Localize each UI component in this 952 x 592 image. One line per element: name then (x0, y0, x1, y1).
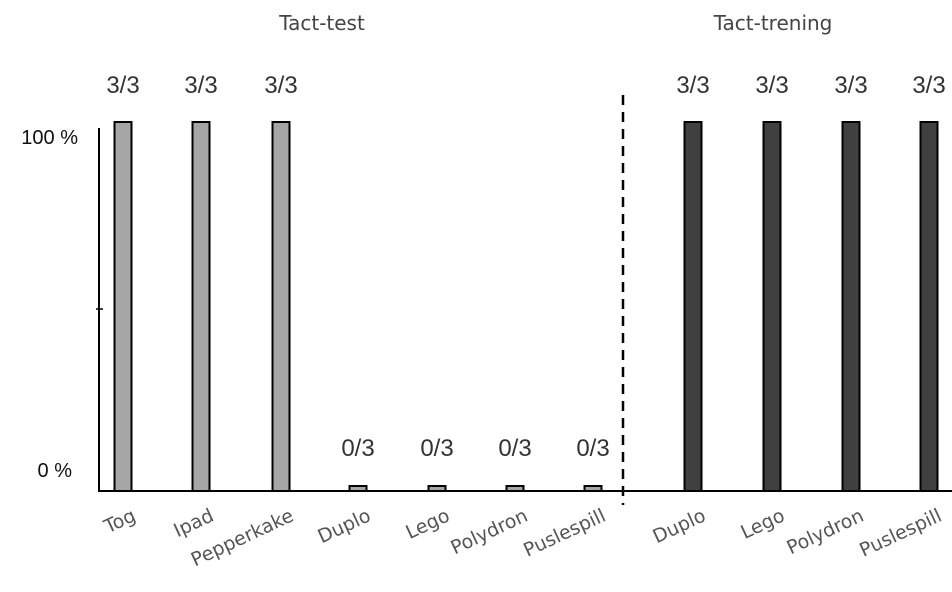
data-label-2: 3/3 (264, 72, 297, 99)
bar-polydron-9 (841, 121, 861, 492)
bar-polydron-5 (505, 485, 525, 492)
bar-duplo-3 (348, 485, 368, 492)
x-tick-label-tog-0: Tog (100, 505, 139, 539)
x-tick-label-polydron-5: Polydron (447, 505, 531, 560)
bar-lego-4 (427, 485, 447, 492)
x-tick-label-lego-8: Lego (737, 505, 788, 544)
data-label-4: 0/3 (420, 435, 453, 462)
bar-puslespill-6 (583, 485, 603, 492)
x-tick-label-duplo-7: Duplo (649, 505, 709, 548)
x-tick-label-lego-4: Lego (402, 505, 453, 544)
x-tick-label-polydron-9: Polydron (783, 505, 867, 560)
section-title-tact-trening: Tact-trening (713, 11, 833, 35)
data-label-3: 0/3 (341, 435, 374, 462)
bar-duplo-7 (683, 121, 703, 492)
data-label-7: 3/3 (676, 72, 709, 99)
data-label-10: 3/3 (912, 72, 945, 99)
bars-group (113, 121, 939, 492)
data-label-8: 3/3 (755, 72, 788, 99)
data-label-6: 0/3 (576, 435, 609, 462)
data-label-9: 3/3 (834, 72, 867, 99)
x-tick-label-ipad-1: Ipad (170, 505, 217, 542)
section-title-tact-test: Tact-test (278, 11, 365, 35)
data-labels-group: 3/3 3/3 3/3 0/3 0/3 0/3 0/3 3/3 3/3 3/3 3/3 (106, 72, 945, 462)
bar-tog-0 (113, 121, 133, 492)
x-tick-label-puslespill-10: Puslespill (856, 505, 945, 562)
x-tick-label-puslespill-6: Puslespill (520, 505, 609, 562)
y-tick-label-100: 100 % (21, 127, 78, 149)
bar-lego-8 (762, 121, 782, 492)
data-label-0: 3/3 (106, 72, 139, 99)
y-tick-label-0: 0 % (38, 460, 73, 482)
bar-pepperkake-2 (271, 121, 291, 492)
data-label-1: 3/3 (184, 72, 217, 99)
data-label-5: 0/3 (498, 435, 531, 462)
x-tick-label-duplo-3: Duplo (314, 505, 374, 548)
bar-puslespill-10 (919, 121, 939, 492)
bar-ipad-1 (191, 121, 211, 492)
